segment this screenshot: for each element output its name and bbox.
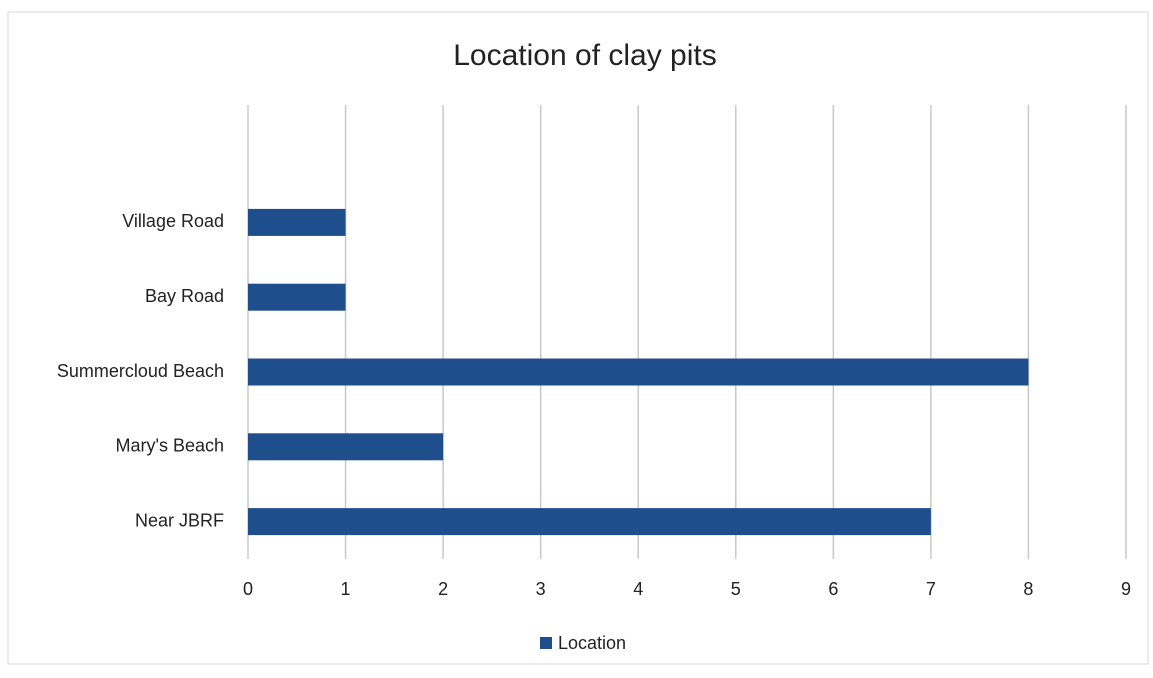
x-tick-label: 9: [1121, 579, 1131, 599]
x-tick-label: 7: [926, 579, 936, 599]
chart-title: Location of clay pits: [453, 39, 716, 72]
y-tick-label: Mary's Beach: [116, 436, 224, 456]
bar: [248, 508, 931, 536]
bar: [248, 208, 346, 236]
chart-frame: [7, 11, 1149, 665]
bar: [248, 283, 346, 311]
y-tick-label: Village Road: [122, 211, 224, 231]
x-tick-label: 1: [341, 579, 351, 599]
x-tick-label: 8: [1023, 579, 1033, 599]
x-tick-label: 6: [828, 579, 838, 599]
x-tick-label: 0: [243, 579, 253, 599]
y-tick-label: Near JBRF: [135, 510, 224, 530]
y-tick-label: Summercloud Beach: [57, 361, 224, 381]
bar: [248, 358, 1029, 386]
bar: [248, 433, 444, 461]
x-tick-label: 3: [536, 579, 546, 599]
y-tick-label: Bay Road: [145, 286, 224, 306]
x-tick-label: 5: [731, 579, 741, 599]
legend-label: Location: [558, 633, 626, 653]
legend-swatch: [540, 637, 552, 649]
x-tick-label: 4: [633, 579, 643, 599]
x-tick-label: 2: [438, 579, 448, 599]
